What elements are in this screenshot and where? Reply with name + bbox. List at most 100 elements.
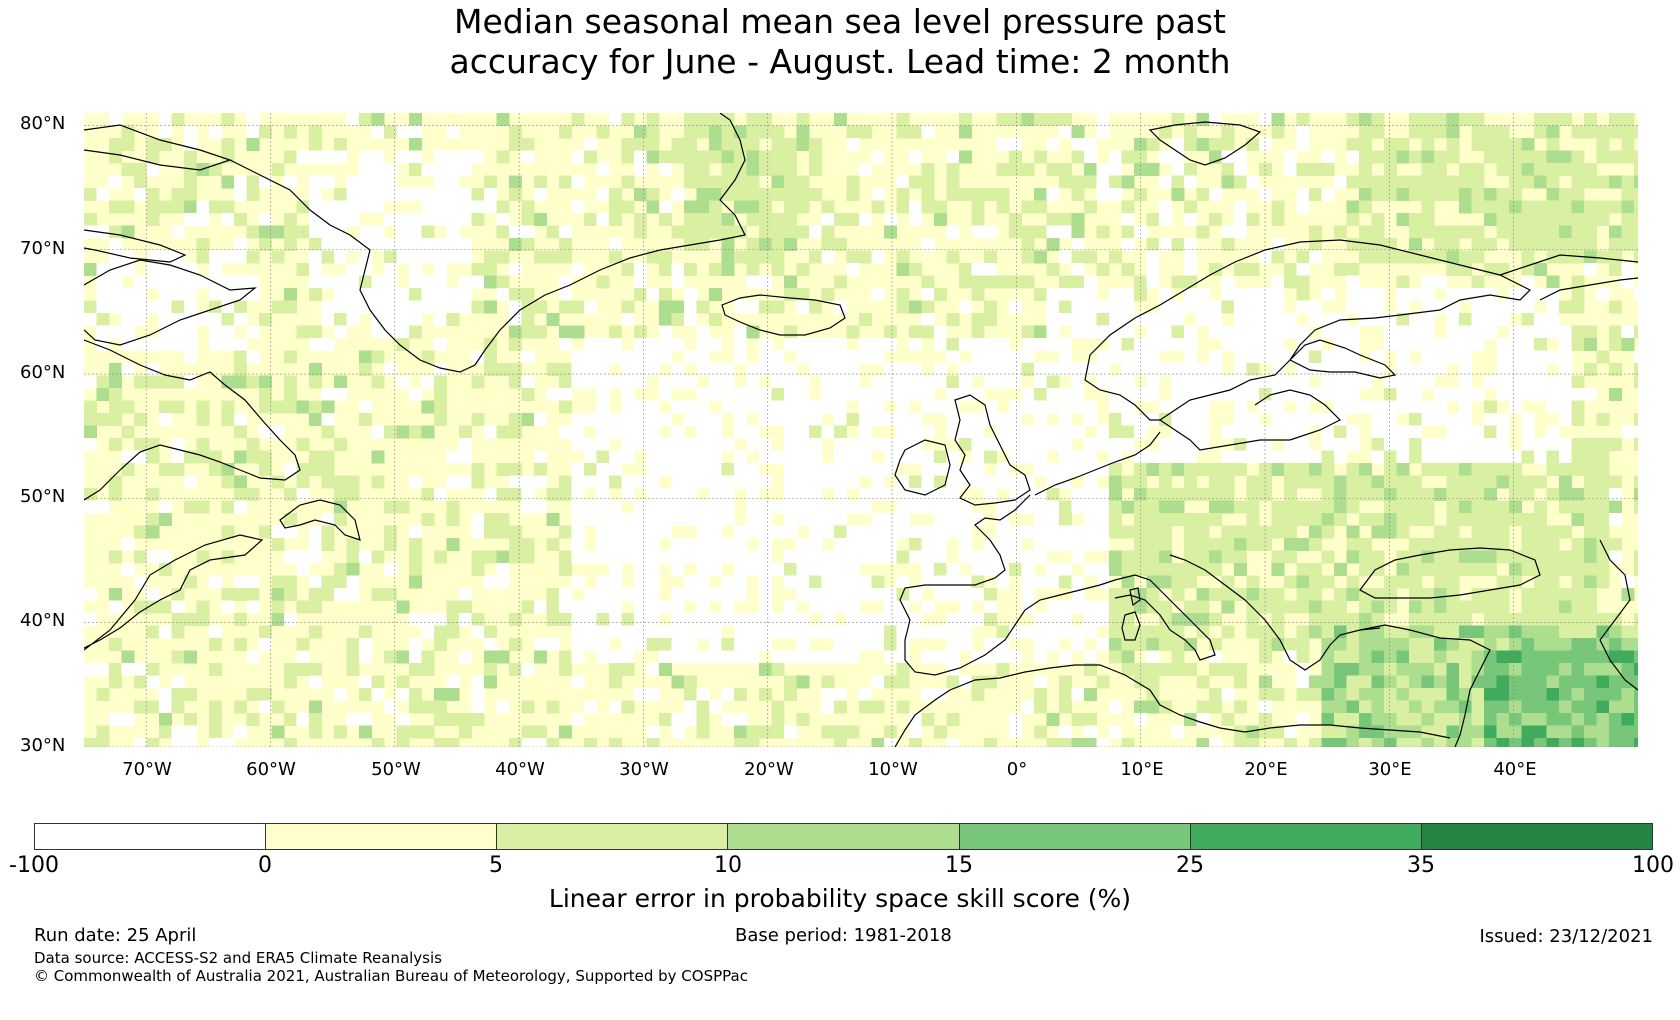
skill-cell — [621, 588, 635, 601]
skill-cell — [146, 200, 160, 214]
skill-cell — [396, 288, 410, 301]
skill-cell — [84, 738, 97, 747]
skill-cell — [634, 275, 647, 289]
skill-cell — [1034, 450, 1047, 464]
skill-cell — [671, 138, 685, 151]
skill-cell — [884, 513, 897, 526]
skill-cell — [496, 563, 510, 576]
skill-cell — [996, 663, 1010, 676]
skill-cell — [559, 225, 572, 239]
lon-label: 60°W — [246, 759, 296, 780]
skill-cell — [634, 150, 647, 164]
skill-cell — [1196, 375, 1210, 389]
skill-cell — [1184, 525, 1197, 539]
skill-cell — [1084, 413, 1097, 426]
skill-cell — [934, 213, 947, 226]
skill-cell — [459, 425, 472, 439]
skill-cell — [1196, 438, 1210, 451]
skill-cell — [1246, 575, 1260, 589]
skill-cell — [234, 313, 247, 326]
skill-cell — [1521, 675, 1535, 689]
skill-cell — [734, 550, 747, 564]
skill-cell — [846, 538, 860, 551]
skill-cell — [1559, 550, 1572, 564]
skill-cell — [421, 300, 435, 314]
skill-cell — [934, 575, 947, 589]
skill-cell — [821, 225, 835, 239]
skill-cell — [1384, 438, 1397, 451]
skill-cell — [409, 313, 422, 326]
skill-cell — [609, 475, 622, 489]
skill-cell — [571, 438, 585, 451]
skill-cell — [1459, 463, 1472, 476]
skill-cell — [1184, 138, 1197, 151]
skill-cell — [1521, 350, 1535, 364]
skill-cell — [1609, 500, 1622, 514]
skill-cell — [134, 338, 147, 351]
skill-cell — [684, 575, 697, 589]
skill-cell — [1609, 338, 1622, 351]
skill-cell — [1434, 563, 1447, 576]
lon-label: 0° — [1006, 759, 1028, 780]
skill-cell — [846, 625, 860, 639]
skill-cell — [1309, 413, 1322, 426]
skill-cell — [1059, 513, 1072, 526]
skill-cell — [1359, 488, 1372, 501]
skill-cell — [1034, 675, 1047, 689]
skill-cell — [1171, 500, 1185, 514]
skill-cell — [1234, 525, 1247, 539]
skill-cell — [1384, 400, 1397, 414]
skill-cell — [771, 563, 785, 576]
skill-cell — [1534, 113, 1547, 126]
skill-cell — [771, 525, 785, 539]
skill-cell — [1346, 650, 1360, 664]
skill-cell — [909, 450, 922, 464]
skill-cell — [146, 138, 160, 151]
skill-cell — [596, 500, 610, 514]
skill-cell — [871, 613, 885, 626]
skill-cell — [234, 638, 247, 651]
skill-cell — [1409, 513, 1422, 526]
skill-cell — [696, 113, 710, 126]
skill-cell — [1421, 300, 1435, 314]
skill-cell — [221, 300, 235, 314]
skill-cell — [171, 438, 185, 451]
skill-cell — [684, 150, 697, 164]
skill-cell — [1221, 238, 1235, 251]
skill-cell — [709, 200, 722, 214]
skill-cell — [1396, 550, 1410, 564]
skill-cell — [509, 288, 522, 301]
skill-cell — [784, 138, 797, 151]
skill-cell — [184, 288, 197, 301]
skill-cell — [1371, 725, 1385, 739]
skill-cell — [134, 313, 147, 326]
skill-cell — [1184, 713, 1197, 726]
skill-cell — [759, 550, 772, 564]
skill-cell — [1334, 325, 1347, 339]
skill-cell — [1434, 488, 1447, 501]
skill-cell — [1396, 138, 1410, 151]
skill-cell — [1471, 700, 1485, 714]
skill-cell — [1171, 338, 1185, 351]
skill-cell — [1121, 263, 1135, 276]
skill-cell — [509, 338, 522, 351]
skill-cell — [1309, 250, 1322, 264]
skill-cell — [1246, 725, 1260, 739]
skill-cell — [609, 563, 622, 576]
skill-cell — [1159, 300, 1172, 314]
skill-cell — [446, 238, 460, 251]
skill-cell — [1621, 575, 1635, 589]
skill-cell — [1521, 138, 1535, 151]
skill-cell — [621, 375, 635, 389]
skill-cell — [921, 175, 935, 189]
skill-cell — [1271, 688, 1285, 701]
skill-cell — [1584, 600, 1597, 614]
skill-cell — [259, 313, 272, 326]
skill-cell — [84, 213, 97, 226]
skill-cell — [509, 375, 522, 389]
skill-cell — [809, 625, 822, 639]
skill-cell — [1021, 488, 1035, 501]
skill-cell — [1484, 550, 1497, 564]
skill-cell — [659, 438, 672, 451]
skill-cell — [184, 338, 197, 351]
